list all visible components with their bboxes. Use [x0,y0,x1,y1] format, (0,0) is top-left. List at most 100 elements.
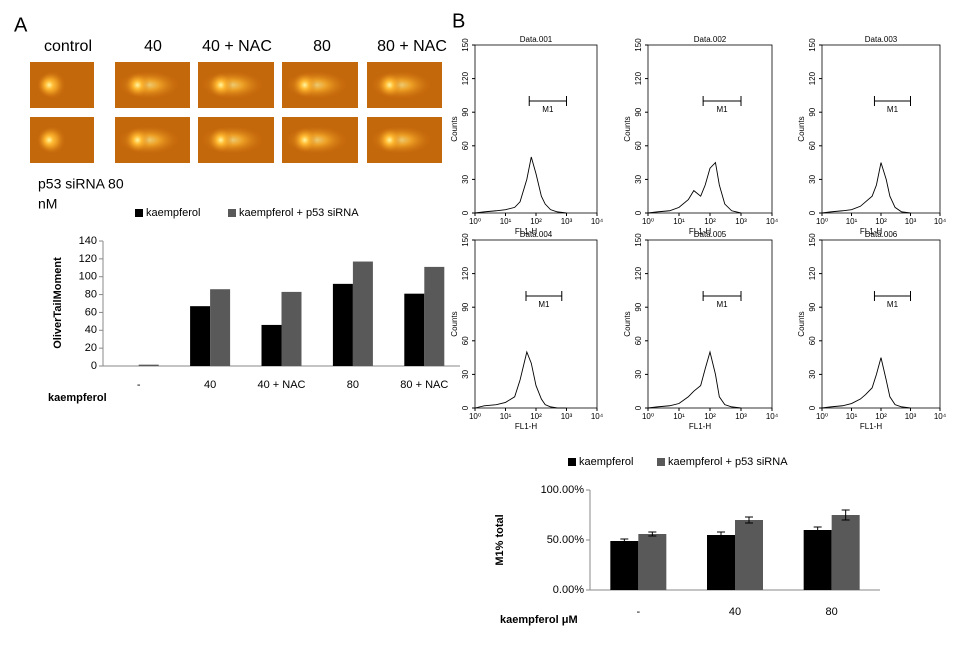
x-tick-label: 10² [704,217,716,226]
histogram-curve [821,162,911,214]
x-tick-label: - [137,379,141,391]
legend-label: kaempferol [579,456,633,468]
y-tick-label: 100.00% [541,484,585,496]
marker-label: M1 [716,300,728,309]
bar [190,306,211,366]
comet-head [292,73,317,97]
comet-label: 40 [144,38,162,55]
marker-bracket [702,96,742,106]
x-tick-label: 10³ [561,412,573,421]
histogram-curve [474,156,567,214]
x-tick-label: 40 [204,379,216,391]
x-tick-label: 10³ [905,217,917,226]
x-tick-label: 10⁴ [934,217,947,226]
y-tick-label: 0 [634,405,643,410]
histogram-curve [647,161,742,214]
bar [210,289,231,366]
error-bar [717,531,725,539]
x-tick-label: 40 + NAC [258,379,306,391]
bar [281,291,302,366]
y-tick-label: 120 [808,71,817,85]
legend-swatch [135,209,143,217]
y-tick-label: 30 [461,369,470,378]
x-tick-label: 10¹ [673,412,685,421]
y-tick-label: 60 [85,306,97,318]
y-tick-label: 20 [85,342,97,354]
y-axis-label: Counts [450,116,459,141]
comet-head [37,128,62,152]
y-tick-label: 60 [461,336,470,345]
bar [352,261,373,366]
bar [803,530,832,590]
x-tick-label: 10² [875,412,887,421]
y-tick-label: 90 [808,107,817,116]
y-tick-label: 120 [461,266,470,280]
x-axis-label: FL1-H [689,227,711,236]
x-tick-label: 80 + NAC [400,379,448,391]
y-tick-label: 90 [634,107,643,116]
chart-title: Data.004 [520,230,553,239]
y-tick-label: 90 [461,302,470,311]
legend-swatch [568,458,576,466]
x-tick-label: 10⁰ [642,217,654,226]
comet-head [292,128,317,152]
y-tick-label: 150 [461,233,470,247]
comet-label: 80 [313,38,331,55]
marker-bracket [525,291,563,301]
x-tick-label: 10⁴ [591,217,604,226]
bar [735,520,763,590]
x-axis-label: kaempferol μM [500,614,578,626]
y-tick-label: 60 [808,141,817,150]
histogram-curve [474,350,567,409]
error-bar [648,531,657,537]
x-tick-label: 10³ [905,412,917,421]
y-tick-label: 150 [634,38,643,52]
x-tick-label: 10¹ [673,217,685,226]
error-bar [620,538,629,544]
x-tick-label: 10⁰ [469,217,481,226]
bar [638,534,667,590]
y-axis-label: Counts [797,116,806,141]
panel-label: A [14,14,28,36]
y-tick-label: 120 [634,266,643,280]
y-axis-label: Counts [797,311,806,336]
marker-bracket [873,96,911,106]
y-tick-label: 150 [461,38,470,52]
x-tick-label: 10¹ [500,217,512,226]
comet-label: 80 + NAC [377,38,447,55]
comet-note: nM [38,196,57,212]
plot-frame [474,239,598,409]
x-tick-label: 10¹ [500,412,512,421]
y-tick-label: 150 [808,38,817,52]
bar [610,541,639,590]
y-tick-label: 150 [634,233,643,247]
y-tick-label: 40 [85,324,97,336]
y-axis-label: Counts [623,116,632,141]
marker-label: M1 [538,300,550,309]
y-tick-label: 0 [461,405,470,410]
bar [831,515,860,590]
y-axis-label: M1% total [494,514,506,565]
legend-label: kaempferol [146,207,200,219]
y-tick-label: 0 [634,210,643,215]
x-tick-label: 10⁰ [642,412,654,421]
legend-swatch [228,209,236,217]
y-tick-label: 60 [634,141,643,150]
histogram-curve [821,357,911,409]
histogram-curve [647,350,742,409]
y-tick-label: 30 [808,369,817,378]
y-tick-label: 80 [85,288,97,300]
x-tick-label: 10² [530,412,542,421]
y-tick-label: 30 [634,369,643,378]
x-tick-label: 10² [530,217,542,226]
panel-label: B [452,10,465,32]
comet-head [125,73,150,97]
x-tick-label: - [636,606,640,618]
plot-frame [647,239,773,409]
marker-label: M1 [887,300,899,309]
y-tick-label: 0.00% [553,584,584,596]
marker-label: M1 [887,105,899,114]
x-tick-label: 10⁴ [766,412,779,421]
error-bar [813,526,822,534]
